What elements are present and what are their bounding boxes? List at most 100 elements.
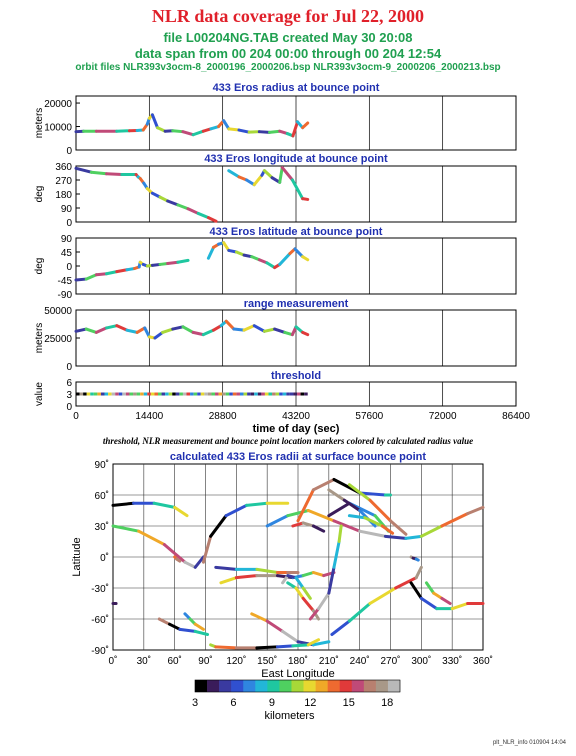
- map-track-segment-73: [394, 576, 418, 590]
- y-tick-label-2-3: 45: [61, 248, 73, 259]
- series-segment-2-28: [293, 247, 305, 259]
- colorbar-cell-9: [303, 680, 316, 692]
- map-track-segment-103: [291, 643, 310, 648]
- series-segment-1-11: [166, 199, 180, 207]
- map-track-segment-91: [193, 629, 210, 636]
- y-tick-label-2-0: -90: [58, 290, 73, 301]
- map-x-axis-label: East Longitude: [261, 668, 334, 680]
- map-track-segment-22: [440, 512, 470, 528]
- map-track-segment-36: [342, 498, 362, 512]
- map-track-segment-107: [414, 557, 420, 562]
- series-segment-2-26: [278, 252, 292, 266]
- colorbar-tick-label-0: 3: [192, 697, 198, 709]
- map-track-segment-94: [193, 622, 205, 631]
- series-segment-3-5: [125, 328, 139, 334]
- figure-caption: threshold, NLR measurement and bounce po…: [103, 436, 473, 446]
- map-track-segment-9: [201, 534, 213, 564]
- series-segment-2-1: [84, 273, 98, 281]
- series-segment-0-13: [181, 130, 195, 137]
- y-tick-label-1-2: 180: [55, 190, 72, 201]
- map-y-tick-label-6: 90˚: [95, 459, 109, 471]
- colorbar-cell-12: [339, 680, 353, 692]
- map-x-tick-label-0: 0˚: [109, 655, 118, 667]
- map-track-segment-101: [255, 645, 279, 650]
- series-segment-3-11: [171, 325, 185, 331]
- series-segment-0-28: [301, 121, 310, 130]
- series-segment-1-24: [280, 166, 294, 182]
- series-segment-3-17: [224, 319, 236, 331]
- colorbar-cell-4: [243, 680, 256, 692]
- colorbar-tick-label-1: 6: [230, 697, 236, 709]
- colorbar-cell-13: [351, 680, 365, 692]
- y-tick-label-2-4: 90: [61, 234, 73, 245]
- series-segment-3-19: [242, 324, 256, 332]
- map-track-segment-88: [157, 617, 172, 626]
- map-track-segment-27: [358, 491, 387, 497]
- y-tick-label-3-1: 25000: [44, 334, 72, 345]
- y-tick-label-4-1: 3: [66, 390, 72, 401]
- series-segment-3-1: [84, 327, 98, 334]
- series-segment-2-2: [94, 272, 109, 277]
- map-y-axis-label: Latitude: [71, 537, 83, 576]
- map-track-segment-18: [358, 529, 387, 538]
- map-track-segment-8: [193, 555, 205, 569]
- map-track-segment-35: [327, 488, 346, 502]
- x-tick-label-3: 43200: [282, 411, 310, 422]
- map-track-segment-25: [311, 478, 336, 492]
- map-track-segment-90: [178, 627, 197, 633]
- map-track-segment-21: [419, 524, 444, 538]
- series-segment-0-14: [191, 129, 205, 137]
- y-axis-label-4: value: [34, 382, 45, 406]
- map-x-tick-label-9: 270˚: [380, 655, 400, 667]
- map-track-segment-24: [296, 488, 315, 523]
- colorbar-cell-15: [375, 680, 389, 692]
- map-track-segment-85: [424, 581, 436, 595]
- series-segment-3-12: [181, 325, 195, 334]
- map-track-segment-67: [327, 565, 336, 595]
- series-segment-2-18: [222, 241, 231, 252]
- footer-stamp: plt_NLR_info 010904 14:04: [492, 740, 566, 746]
- orbit-files-info: orbit files NLR393v3ocm-8_2000196_200020…: [75, 62, 501, 73]
- x-tick-label-6: 86400: [502, 411, 530, 422]
- map-track-segment-65: [308, 607, 321, 621]
- series-segment-0-19: [227, 127, 241, 132]
- series-segment-1-23: [278, 166, 284, 184]
- series-segment-0-12: [171, 129, 185, 134]
- map-track-segment-23: [466, 505, 485, 516]
- map-track-segment-61: [286, 581, 298, 590]
- series-segment-0-20: [237, 128, 251, 134]
- map-x-tick-label-2: 60˚: [167, 655, 181, 667]
- y-tick-label-2-2: 0: [66, 262, 72, 273]
- map-track-segment-55: [311, 571, 326, 578]
- map-track-segment-83: [450, 602, 470, 611]
- series-segment-3-0: [74, 327, 88, 333]
- series-segment-3-18: [232, 327, 246, 332]
- map-track-segment-29: [327, 501, 351, 518]
- map-track-segment-7: [183, 560, 197, 569]
- map-track-segment-70: [330, 619, 351, 636]
- series-segment-1-1: [89, 170, 109, 176]
- colorbar-cell-1: [207, 680, 220, 692]
- x-tick-label-1: 14400: [135, 411, 163, 422]
- chart-title: NLR data coverage for Jul 22, 2000: [151, 6, 425, 26]
- map-track-segment-16: [306, 509, 336, 523]
- map-track-segment-71: [347, 602, 372, 623]
- map-x-tick-label-11: 330˚: [442, 655, 462, 667]
- series-segment-1-19: [252, 173, 264, 187]
- map-track-segment-32: [347, 483, 372, 502]
- series-segment-3-22: [273, 327, 287, 334]
- series-segment-2-0: [74, 277, 88, 282]
- y-tick-label-4-0: 0: [66, 402, 72, 413]
- series-segment-1-16: [227, 169, 241, 179]
- y-axis-label-1: deg: [34, 186, 45, 203]
- map-track-segment-99: [214, 645, 238, 650]
- map-x-tick-label-8: 240˚: [350, 655, 370, 667]
- map-track-segment-2: [152, 501, 177, 509]
- map-track-segment-14: [265, 514, 290, 528]
- map-track-segment-72: [368, 586, 398, 605]
- map-track-segment-59: [294, 576, 305, 590]
- y-tick-label-0-0: 0: [66, 146, 72, 157]
- series-segment-3-3: [105, 324, 119, 330]
- panel-title-3: range measurement: [244, 298, 349, 310]
